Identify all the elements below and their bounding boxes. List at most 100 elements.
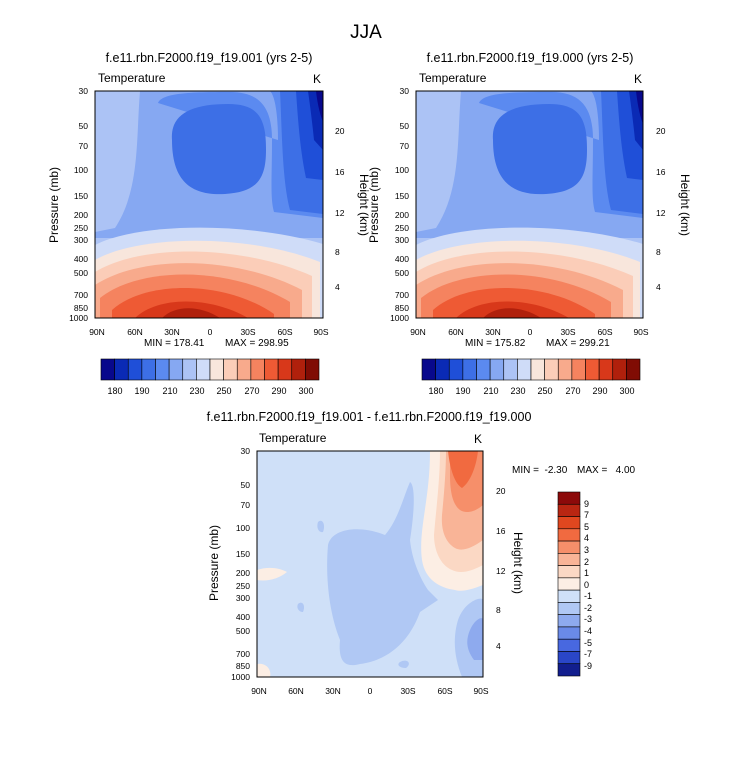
units-label: K xyxy=(474,432,482,446)
colorbar-swatch xyxy=(571,358,586,381)
colorbar-swatch xyxy=(209,358,224,381)
tick-label: 50 xyxy=(79,121,89,131)
colorbar-swatch xyxy=(305,358,320,381)
colorbar-swatch xyxy=(250,358,265,381)
colorbar-swatch xyxy=(557,565,581,579)
temperature-field xyxy=(416,91,643,318)
tick-label: 200 xyxy=(74,210,88,220)
y-axis-height: 20 16 12 8 4 xyxy=(496,486,506,651)
tick-label: 100 xyxy=(395,165,409,175)
colorbar-swatch xyxy=(114,358,129,381)
difference-field xyxy=(257,451,483,677)
y-axis-height: 20 16 12 8 4 xyxy=(656,126,666,292)
tick-label: 30S xyxy=(560,327,575,337)
tick-label: 8 xyxy=(496,605,501,615)
max-label: MAX = 4.00 xyxy=(577,465,636,476)
colorbar-swatch xyxy=(127,358,143,381)
tick-label: 60N xyxy=(448,327,464,337)
colorbar-labels: 180 190 210 230 250 270 290 300 xyxy=(107,386,313,396)
tick-label: 4 xyxy=(656,282,661,292)
colorbar-swatches xyxy=(557,491,581,677)
colorbar-label: 270 xyxy=(244,386,259,396)
y-axis-height: 20 16 12 8 4 xyxy=(335,126,345,292)
max-label: MAX = 299.21 xyxy=(546,338,610,349)
colorbar-label: 0 xyxy=(584,580,589,590)
contour-fill xyxy=(479,91,643,218)
x-axis: 90N 60N 30N 0 30S 60S 90S xyxy=(251,686,489,696)
tick-label: 150 xyxy=(236,549,250,559)
colorbar-labels: 9 7 5 4 3 2 1 0 -1 -2 -3 -4 -5 -7 -9 xyxy=(584,499,592,671)
colorbar-swatch xyxy=(100,358,115,381)
tick-label: 150 xyxy=(395,191,409,201)
tick-label: 8 xyxy=(656,247,661,257)
colorbar-swatch xyxy=(585,358,600,381)
colorbar-swatch xyxy=(168,358,184,381)
y-axis-title-right: Height (km) xyxy=(357,174,371,236)
colorbar-label: 5 xyxy=(584,522,589,532)
tick-label: 30N xyxy=(325,686,341,696)
colorbar-swatch xyxy=(223,358,238,381)
tick-label: 20 xyxy=(656,126,666,136)
y-axis-pressure: 30 50 70 100 150 200 250 300 400 500 700… xyxy=(69,86,88,323)
colorbar-label: 290 xyxy=(271,386,286,396)
y-axis-title-left: Pressure (mb) xyxy=(207,525,221,601)
panel-model-a: f.e11.rbn.F2000.f19_f19.001 (yrs 2-5) Te… xyxy=(47,51,371,396)
tick-label: 4 xyxy=(496,641,501,651)
colorbar-swatch xyxy=(557,602,581,615)
field-label: Temperature xyxy=(259,431,327,445)
colorbar-swatch xyxy=(557,553,581,566)
min-label: MIN = -2.30 xyxy=(512,465,568,476)
y-axis-title-right: Height (km) xyxy=(678,174,692,236)
colorbar-swatch xyxy=(557,491,581,505)
colorbar-label: -4 xyxy=(584,626,592,636)
tick-label: 30S xyxy=(400,686,415,696)
colorbar-label: 2 xyxy=(584,557,589,567)
tick-label: 300 xyxy=(395,235,409,245)
tick-label: 50 xyxy=(400,121,410,131)
colorbar-label: 230 xyxy=(510,386,525,396)
colorbar-label: -1 xyxy=(584,591,592,601)
tick-label: 30N xyxy=(485,327,501,337)
colorbar-labels: 180 190 210 230 250 270 290 300 xyxy=(428,386,634,396)
tick-label: 30S xyxy=(240,327,255,337)
tick-label: 16 xyxy=(335,167,345,177)
colorbar-swatch xyxy=(196,358,211,381)
tick-label: 250 xyxy=(236,581,250,591)
colorbar-swatch xyxy=(141,358,156,381)
y-axis-title-left: Pressure (mb) xyxy=(367,167,381,243)
tick-label: 90S xyxy=(473,686,488,696)
colorbar-swatch xyxy=(291,358,306,381)
tick-label: 0 xyxy=(208,327,213,337)
tick-label: 200 xyxy=(236,568,250,578)
colorbar-swatch xyxy=(557,626,581,640)
tick-label: 16 xyxy=(496,526,506,536)
colorbar-swatch xyxy=(462,358,477,381)
colorbar-label: -9 xyxy=(584,661,592,671)
tick-label: 90N xyxy=(251,686,267,696)
y-axis-title-right: Height (km) xyxy=(511,532,525,594)
colorbar-swatch xyxy=(557,638,581,652)
colorbar-swatch xyxy=(557,503,581,517)
units-label: K xyxy=(634,72,642,86)
colorbar-label: 270 xyxy=(565,386,580,396)
colorbar-label: 210 xyxy=(483,386,498,396)
colorbar-label: -5 xyxy=(584,638,592,648)
tick-label: 12 xyxy=(335,208,345,218)
tick-label: 4 xyxy=(335,282,340,292)
colorbar: 180 190 210 230 250 270 290 300 xyxy=(100,358,320,396)
tick-label: 300 xyxy=(236,593,250,603)
colorbar-label: 7 xyxy=(584,510,589,520)
colorbar-swatch xyxy=(626,358,641,381)
colorbar-label: 210 xyxy=(162,386,177,396)
page-title: JJA xyxy=(350,22,382,43)
colorbar-label: 4 xyxy=(584,533,589,543)
tick-label: 90N xyxy=(410,327,426,337)
colorbar-swatch xyxy=(421,358,436,381)
colorbar-swatch xyxy=(435,358,450,381)
field-label: Temperature xyxy=(98,71,166,85)
contour-fill xyxy=(317,520,325,533)
min-label: MIN = 178.41 xyxy=(144,338,205,349)
colorbar-swatch xyxy=(557,528,581,542)
colorbar-swatch xyxy=(557,577,581,591)
colorbar-swatch xyxy=(155,358,170,381)
